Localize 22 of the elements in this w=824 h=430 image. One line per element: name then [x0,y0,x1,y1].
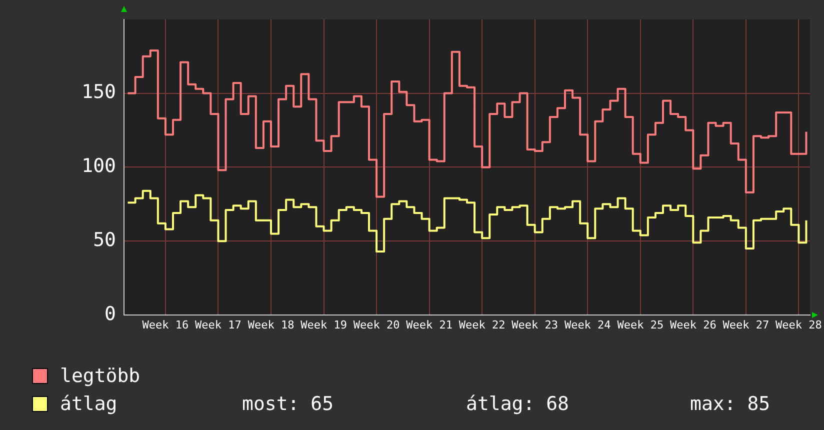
x-tick-label: Week 17 [195,318,242,332]
x-tick-label: Week 28 [776,318,822,332]
x-tick-label: Week 16 [142,318,189,332]
y-tick-label: 50 [93,229,116,252]
x-tick-label: Week 21 [406,318,452,332]
text: most: 65 [242,393,335,415]
y-tick-label: 150 [82,81,116,104]
x-tick-label: Week 22 [458,318,506,332]
y-tick-label: 0 [104,302,116,325]
x-tick-label: Week 23 [512,318,558,332]
x-tick-label: Week 24 [564,318,612,332]
legend-label: legtöbb [60,365,142,387]
y-tick-label: 100 [82,155,116,178]
x-tick-label: Week 27 [722,318,770,332]
x-tick-label: Week 26 [670,318,716,332]
text: max: 85 [690,393,770,415]
x-tick-label: Week 19 [300,318,347,332]
legend-label: átlag [60,393,118,415]
x-tick-label: Week 18 [248,318,294,332]
text: átlag: 68 [466,393,570,415]
x-tick-label: Week 20 [353,318,400,332]
x-tick-label: Week 25 [617,318,664,332]
